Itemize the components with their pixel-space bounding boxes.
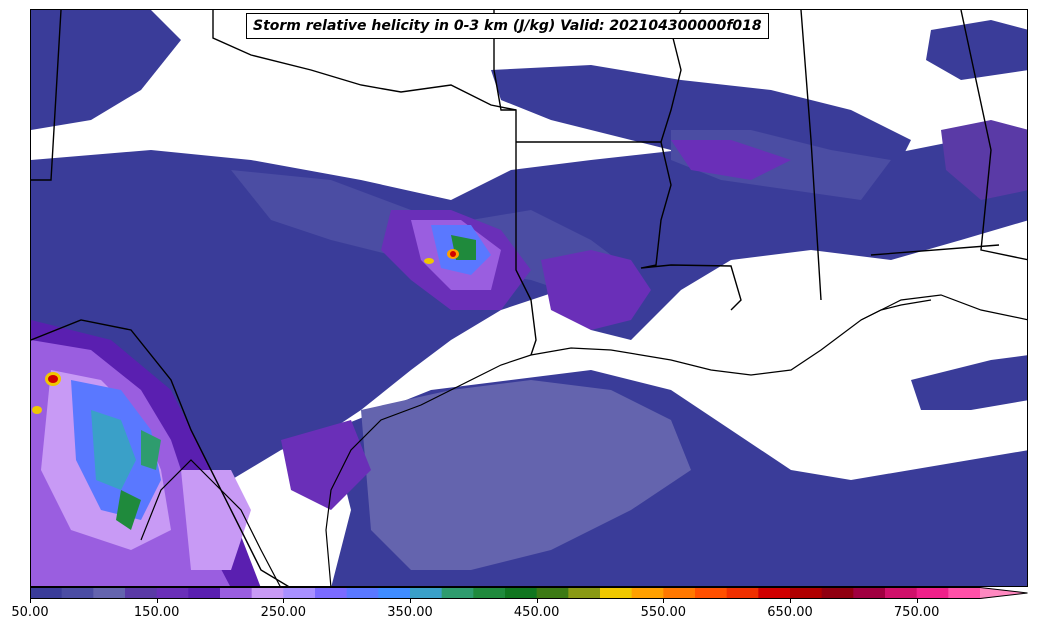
colorbar-segment [283, 587, 316, 599]
colorbar-segment [441, 587, 474, 599]
coastline [325, 294, 1027, 586]
helicity-fill-high [32, 249, 459, 414]
colorbar-segment [378, 587, 411, 599]
colorbar-segment [410, 587, 443, 599]
helicity-fill-blue-green [71, 225, 491, 530]
colorbar-segment [61, 587, 94, 599]
helicity-map [31, 10, 1027, 586]
colorbar-segment [251, 587, 284, 599]
colorbar-tick-label: 350.00 [387, 605, 433, 620]
colorbar-segment [125, 587, 158, 599]
colorbar-segment [663, 587, 696, 599]
mexico-boundary [140, 459, 281, 586]
colorbar-segment [790, 587, 823, 599]
state-boundaries [31, 10, 1027, 586]
colorbar-tick-label: 750.00 [893, 605, 940, 620]
colorbar-segment [916, 587, 949, 599]
colorbar-tick-label: 450.00 [513, 605, 560, 620]
colorbar-segment [30, 587, 63, 599]
colorbar-segment [220, 587, 253, 599]
colorbar-segment [93, 587, 126, 599]
colorbar-segment [631, 587, 664, 599]
colorbar-tick-mark [916, 599, 918, 603]
colorbar-tick-mark [410, 599, 411, 603]
colorbar-segment [948, 587, 981, 599]
colorbar-segment [726, 587, 759, 599]
colorbar-extend-max [980, 587, 1028, 599]
colorbar-segment [315, 587, 348, 599]
colorbar [30, 587, 1028, 599]
colorbar-tick-mark [663, 599, 665, 603]
colorbar-segment [821, 587, 854, 599]
colorbar-tick-label: 650.00 [767, 605, 813, 620]
colorbar-tick-label: 150.00 [133, 605, 180, 620]
colorbar-tick-mark [30, 599, 31, 603]
colorbar-tick-mark [790, 599, 791, 603]
colorbar-tick-mark [156, 599, 158, 603]
colorbar-outline [30, 587, 1028, 599]
colorbar-segment [885, 587, 918, 599]
colorbar-segment [346, 587, 379, 599]
colorbar-segment [536, 587, 569, 599]
map-frame [30, 9, 1028, 587]
colorbar-segment [853, 587, 886, 599]
colorbar-segment [695, 587, 728, 599]
colorbar-segment [156, 587, 189, 599]
colorbar-tick-mark [536, 599, 538, 603]
colorbar-tick-label: 50.00 [11, 605, 49, 620]
colorbar-tick-label: 550.00 [640, 605, 687, 620]
colorbar-segment [600, 587, 633, 599]
colorbar-tick-label: 250.00 [260, 605, 307, 620]
colorbar-segment [568, 587, 601, 599]
colorbar-segment [188, 587, 221, 599]
colorbar-segment [758, 587, 791, 599]
map-title: Storm relative helicity in 0-3 km (J/kg)… [246, 13, 769, 39]
colorbar-segment [505, 587, 538, 599]
colorbar-segment [473, 587, 506, 599]
colorbar-tick-mark [283, 599, 285, 603]
